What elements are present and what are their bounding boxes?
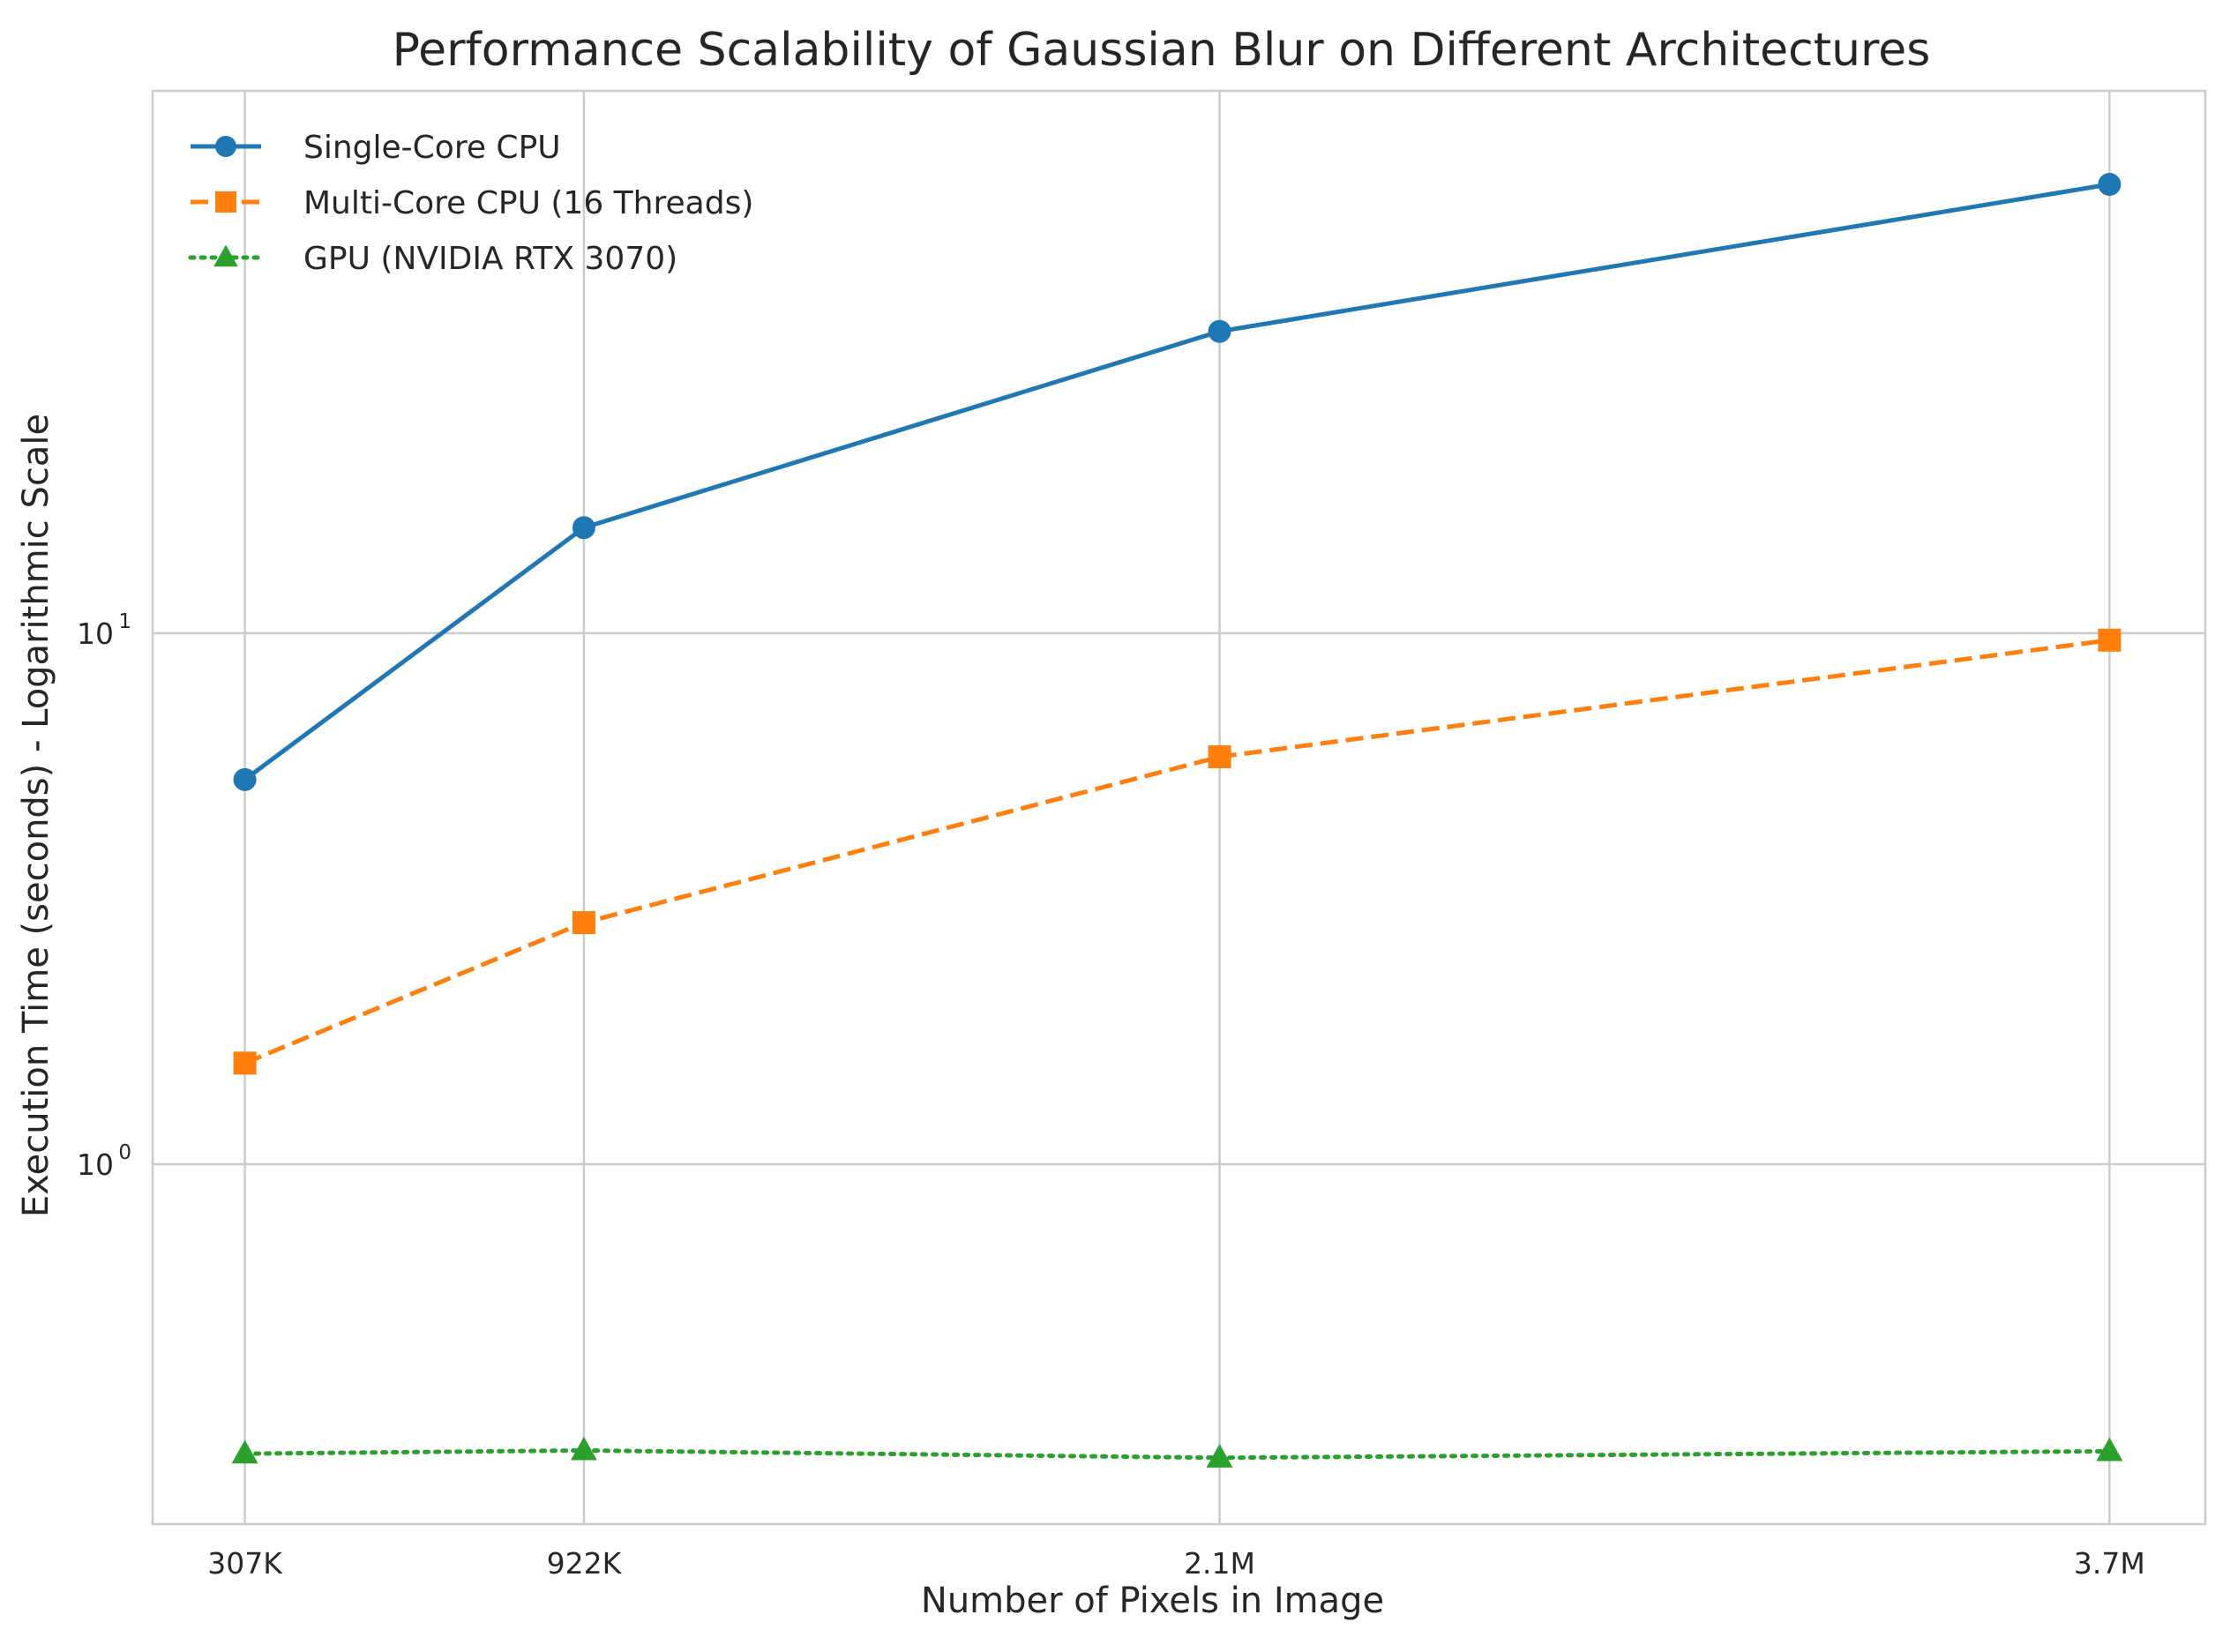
x-axis-ticks: 307K 922K 2.1M 3.7M [207, 1546, 2145, 1581]
data-point-square [215, 191, 236, 213]
data-point-circle [215, 136, 236, 157]
x-tick-label: 3.7M [2074, 1546, 2145, 1581]
series-line [243, 1448, 2112, 1461]
y-tick-label: 10 [77, 1147, 114, 1182]
data-point-square [572, 911, 595, 935]
data-point-triangle [1206, 1444, 1233, 1468]
series-line [243, 638, 2110, 1065]
data-point-circle [572, 516, 595, 540]
y-axis-label: Execution Time (seconds) - Logarithmic S… [16, 414, 56, 1217]
data-point-triangle [231, 1439, 258, 1464]
series-line [243, 182, 2110, 781]
series-group [231, 1436, 2123, 1468]
data-point-triangle [2096, 1437, 2123, 1461]
legend-label: GPU (NVIDIA RTX 3070) [303, 241, 677, 277]
legend: Single-Core CPU Multi-Core CPU (16 Thread… [188, 130, 753, 277]
x-axis-label: Number of Pixels in Image [921, 1581, 1384, 1621]
series-layer [231, 173, 2123, 1468]
data-point-circle [1208, 319, 1231, 343]
y-tick-exponent: 1 [118, 610, 131, 633]
x-tick-label: 2.1M [1184, 1546, 1255, 1581]
legend-label: Multi-Core CPU (16 Threads) [303, 185, 753, 221]
data-point-square [1208, 745, 1231, 769]
series-group [233, 628, 2121, 1075]
y-tick-label: 10 [77, 617, 114, 651]
data-point-triangle [570, 1436, 597, 1461]
x-tick-label: 307K [207, 1546, 283, 1581]
series-group [233, 173, 2121, 791]
data-point-square [2098, 628, 2121, 652]
x-tick-label: 922K [547, 1546, 623, 1581]
y-tick-exponent: 0 [118, 1141, 131, 1164]
chart-title: Performance Scalability of Gaussian Blur… [393, 24, 1931, 77]
legend-label: Single-Core CPU [303, 130, 561, 166]
plot-frame [151, 89, 2207, 1526]
data-point-circle [2098, 173, 2121, 197]
data-point-triangle [213, 244, 238, 267]
data-point-square [233, 1051, 257, 1075]
data-point-circle [233, 767, 257, 791]
